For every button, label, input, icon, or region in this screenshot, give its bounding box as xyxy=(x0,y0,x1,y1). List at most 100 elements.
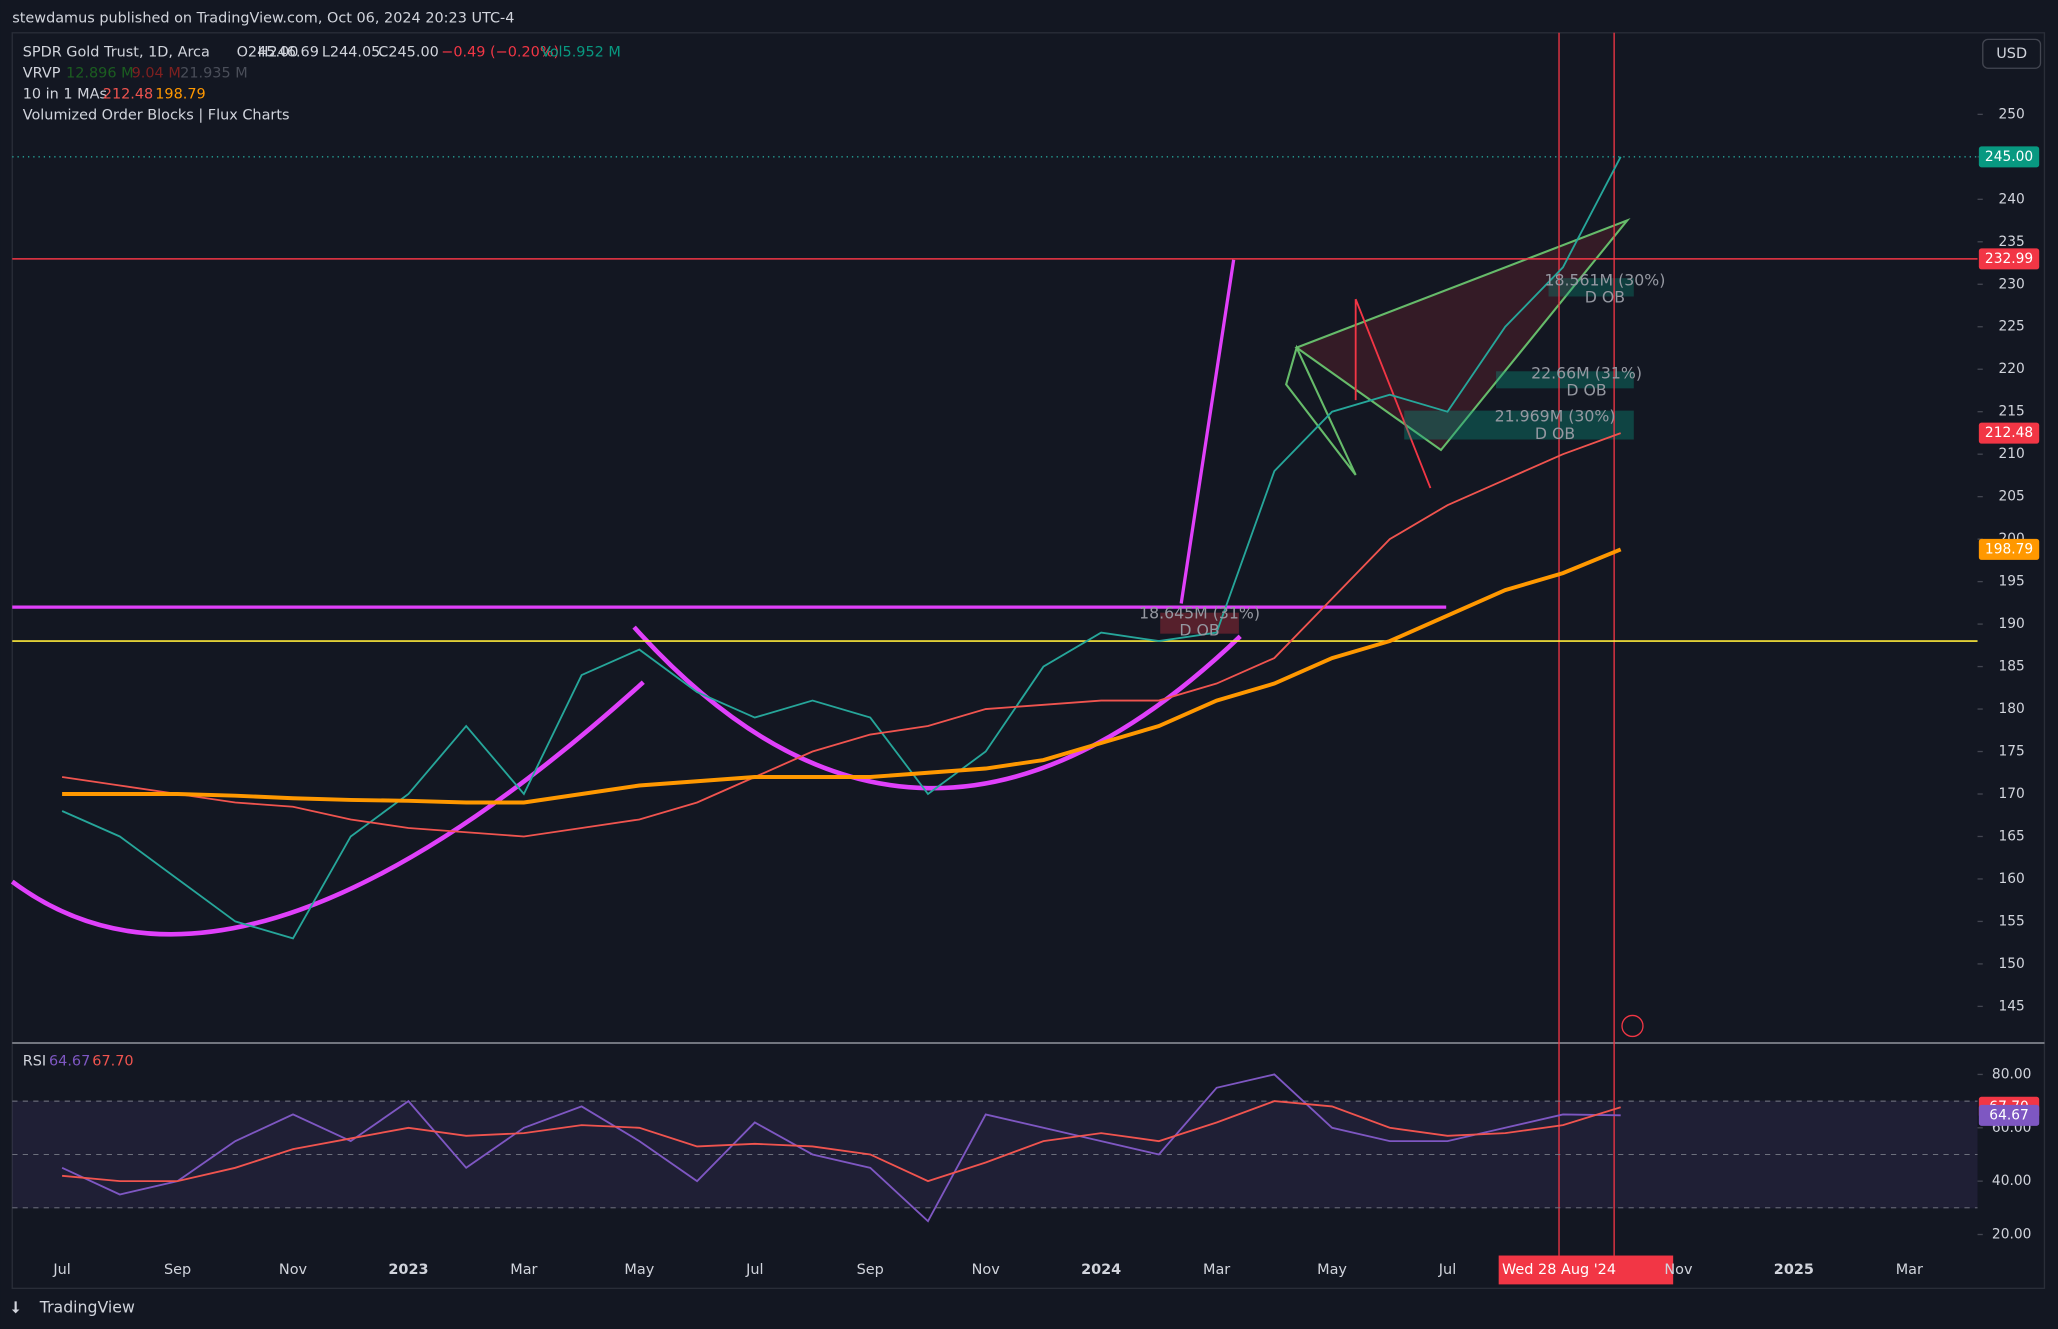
drawings xyxy=(10,32,2042,1285)
y-tick-label: 155 xyxy=(1999,913,2025,929)
y-tick-label: 160 xyxy=(1999,871,2025,887)
series-line xyxy=(61,156,1622,940)
date-label-box xyxy=(1498,1255,1674,1285)
ob-label: D OB xyxy=(1585,287,1625,306)
x-tick-label: 2024 xyxy=(1081,1262,1121,1278)
price-label-box xyxy=(1978,146,2040,168)
ob-label: D OB xyxy=(1566,380,1606,399)
x-tick-label: Sep xyxy=(164,1262,191,1278)
legend-value: L244.05 xyxy=(322,44,381,60)
ob-label: 22.66M (31%) xyxy=(1531,363,1642,382)
price-label-box xyxy=(1978,1104,2040,1126)
legend-value: 212.48 xyxy=(103,86,153,102)
x-tick-label: Sep xyxy=(857,1262,884,1278)
y-tick-label: 175 xyxy=(1999,744,2025,760)
y-tick-label: 190 xyxy=(1999,616,2025,632)
y-tick-label: 250 xyxy=(1999,106,2025,122)
legend-value: 64.67 xyxy=(49,1053,90,1069)
ob-label: D OB xyxy=(1535,424,1575,443)
currency[interactable]: USD xyxy=(1996,46,2027,62)
y-tick-label: 80.00 xyxy=(1992,1066,2031,1082)
price-label: 245.00 xyxy=(1985,149,2033,165)
legend-value: 12.896 M xyxy=(66,65,133,81)
legend-symbol: SPDR Gold Trust, 1D, Arca xyxy=(23,44,210,60)
ob-label: 18.561M (30%) xyxy=(1544,270,1665,289)
wedge xyxy=(1294,218,1631,452)
order-block xyxy=(1548,278,1634,297)
flag xyxy=(1284,344,1357,476)
currency-button[interactable] xyxy=(1982,38,2042,69)
legend-value: C245.00 xyxy=(378,44,439,60)
x-tick-label: Nov xyxy=(1664,1262,1693,1278)
legend-value: 67.70 xyxy=(92,1053,133,1069)
x-tick-label: May xyxy=(624,1262,654,1278)
ob-label: D OB xyxy=(1179,621,1219,640)
y-tick-label: 150 xyxy=(1999,956,2025,972)
publisher: stewdamus published on TradingView.com, … xyxy=(12,10,514,26)
legend-value: Vol5.952 M xyxy=(541,44,621,60)
x-tick-label: Jul xyxy=(745,1262,763,1278)
legend-rsi: RSI xyxy=(23,1053,46,1069)
y-tick-label: 235 xyxy=(1999,234,2025,250)
y-tick-label: 170 xyxy=(1999,786,2025,802)
legend-value: 198.79 xyxy=(155,86,205,102)
range-line xyxy=(1354,298,1432,489)
price-label-box xyxy=(1978,422,2040,444)
y-tick-label: 210 xyxy=(1999,446,2025,462)
y-tick-label: 145 xyxy=(1999,998,2025,1014)
logo-icon: ⭣ xyxy=(11,1298,19,1317)
x-tick-label: 2025 xyxy=(1774,1262,1814,1278)
x-tick-label: Jul xyxy=(1438,1262,1456,1278)
ob-label: 21.969M (30%) xyxy=(1495,407,1616,426)
crosshair-date: Wed 28 Aug '24 xyxy=(1502,1262,1616,1278)
legend-value: O245.00 xyxy=(237,44,299,60)
legend-ma: 10 in 1 MAs xyxy=(23,86,107,102)
legend-value: 21.935 M xyxy=(180,65,248,81)
x-tick-label: Mar xyxy=(1896,1262,1923,1278)
y-tick-label: 195 xyxy=(1999,574,2025,590)
price-label: 64.67 xyxy=(1989,1107,2028,1123)
x-tick-label: 2023 xyxy=(388,1262,428,1278)
y-tick-label: 165 xyxy=(1999,828,2025,844)
x-tick-label: Mar xyxy=(1203,1262,1230,1278)
price-label: 232.99 xyxy=(1985,251,2033,267)
order-block xyxy=(1160,612,1239,634)
legend-ob: Volumized Order Blocks | Flux Charts xyxy=(23,107,290,123)
legend-value: −0.49 (−0.20%) xyxy=(441,44,559,60)
y-tick-label: 185 xyxy=(1999,659,2025,675)
cup-curve xyxy=(10,680,645,937)
x-tick-label: May xyxy=(1317,1262,1347,1278)
price-label: 212.48 xyxy=(1985,425,2033,441)
cup-curve xyxy=(632,625,1242,791)
y-tick-label: 225 xyxy=(1999,319,2025,335)
ob-label: 18.645M (31%) xyxy=(1139,603,1260,622)
series-line xyxy=(61,432,1622,838)
y-tick-label: 240 xyxy=(1999,191,2025,207)
y-tick-label: 40.00 xyxy=(1992,1173,2031,1189)
frame xyxy=(11,32,2046,1289)
legend-vrvp: VRVP xyxy=(23,65,61,81)
legend-value: 9.04 M xyxy=(132,65,181,81)
y-tick-label: 205 xyxy=(1999,489,2025,505)
y-tick-label: 220 xyxy=(1999,361,2025,377)
y-tick-label: 180 xyxy=(1999,701,2025,717)
series-line xyxy=(62,1100,1621,1183)
order-block xyxy=(1404,410,1634,440)
series-line xyxy=(62,547,1622,805)
y-tick-label: 215 xyxy=(1999,404,2025,420)
order-block xyxy=(1496,371,1634,389)
x-tick-label: Nov xyxy=(972,1262,1001,1278)
legend-value: H246.69 xyxy=(258,44,319,60)
target-line xyxy=(1179,259,1236,604)
series-line xyxy=(61,1073,1621,1223)
y-tick-label: 230 xyxy=(1999,276,2025,292)
price-label: 198.79 xyxy=(1985,541,2033,557)
price-label-box xyxy=(1978,538,2040,560)
footer-logo: TradingView xyxy=(39,1298,135,1317)
y-tick-label: 20.00 xyxy=(1992,1226,2031,1242)
event-icon xyxy=(1621,1014,1644,1038)
x-tick-label: Jul xyxy=(52,1262,70,1278)
